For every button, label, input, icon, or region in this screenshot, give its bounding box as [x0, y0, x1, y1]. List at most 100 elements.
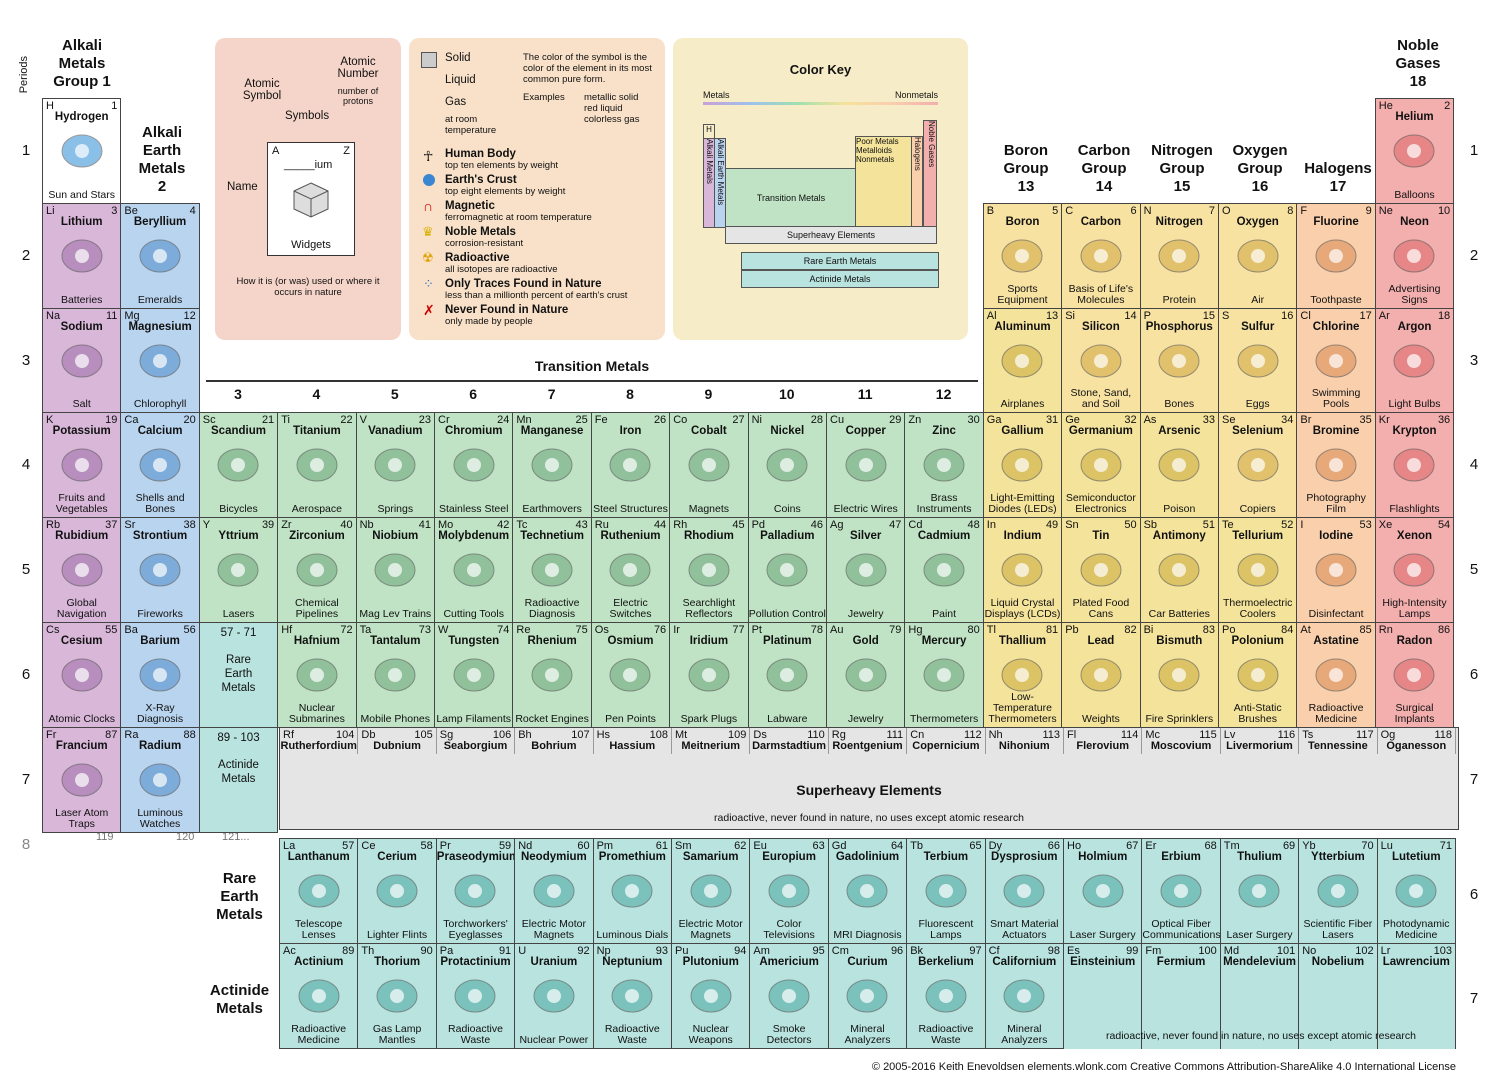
superheavy-cell[interactable]: Db 105 Dubnium [358, 728, 437, 754]
element-cell[interactable]: Sn 50 Tin Plated Food Cans [1061, 517, 1141, 623]
element-cell[interactable]: Rh 45 Rhodium Searchlight Reflectors [669, 517, 749, 623]
element-cell[interactable]: Ta 73 Tantalum Mobile Phones [355, 622, 435, 728]
element-cell[interactable]: Sc 21 Scandium Bicycles [198, 412, 279, 519]
element-cell[interactable]: Co 27 Cobalt Magnets [669, 412, 749, 519]
element-cell[interactable]: Cd 48 Cadmium Paint [904, 517, 984, 623]
element-cell[interactable]: Zn 30 Zinc Brass Instruments [904, 412, 984, 519]
element-cell[interactable]: Cs 55 Cesium Atomic Clocks [42, 622, 122, 728]
element-cell[interactable]: Zr 40 Zirconium Chemical Pipelines [277, 517, 357, 623]
superheavy-cell[interactable]: Mt 109 Meitnerium [672, 728, 751, 754]
element-cell[interactable]: Mg 12 Magnesium Chlorophyll [120, 307, 200, 414]
superheavy-cell[interactable]: Nh 113 Nihonium [986, 728, 1064, 754]
element-cell[interactable]: I 53 Iodine Disinfectant [1296, 517, 1376, 623]
element-cell[interactable]: Ba 56 Barium X-Ray Diagnosis [120, 622, 200, 728]
element-cell[interactable]: Tc 43 Technetium Radioactive Diagnosis [512, 517, 592, 623]
element-cell[interactable]: H 1 Hydrogen Sun and Stars [42, 98, 122, 204]
element-cell[interactable]: C 6 Carbon Basis of Life's Molecules [1061, 202, 1141, 309]
element-cell[interactable]: S 16 Sulfur Eggs [1218, 307, 1298, 414]
element-cell[interactable]: Rn 86 Radon Surgical Implants [1374, 622, 1455, 728]
element-cell[interactable]: Fe 26 Iron Steel Structures [590, 412, 671, 519]
superheavy-cell[interactable]: Hs 108 Hassium [594, 728, 672, 754]
element-cell[interactable]: V 23 Vanadium Springs [355, 412, 435, 519]
element-cell[interactable]: Re 75 Rhenium Rocket Engines [512, 622, 592, 728]
element-cell[interactable]: Pm 61 Promethium Luminous Dials [592, 838, 672, 944]
element-cell[interactable]: Ho 67 Holmium Laser Surgery [1063, 838, 1143, 944]
element-cell[interactable]: Si 14 Silicon Stone, Sand, and Soil [1061, 307, 1141, 414]
element-cell[interactable]: As 33 Arsenic Poison [1139, 412, 1219, 519]
element-cell[interactable]: Bi 83 Bismuth Fire Sprinklers [1139, 622, 1219, 728]
element-cell[interactable]: Lr 103 Lawrencium [1376, 943, 1456, 1049]
element-cell[interactable]: Pu 94 Plutonium Nuclear Weapons [671, 943, 751, 1049]
element-cell[interactable]: Th 90 Thorium Gas Lamp Mantles [357, 943, 437, 1049]
element-cell[interactable]: Nb 41 Niobium Mag Lev Trains [355, 517, 435, 623]
superheavy-cell[interactable]: Cn 112 Copernicium [907, 728, 986, 754]
element-cell[interactable]: Ag 47 Silver Jewelry [826, 517, 906, 623]
element-cell[interactable]: Ga 31 Gallium Light-Emitting Diodes (LEDs) [982, 412, 1063, 519]
element-cell[interactable]: 57 - 71 Rare Earth Metals [198, 622, 279, 728]
superheavy-cell[interactable]: Mc 115 Moscovium [1142, 728, 1221, 754]
element-cell[interactable]: Er 68 Erbium Optical Fiber Communications [1141, 838, 1221, 944]
element-cell[interactable]: Se 34 Selenium Copiers [1218, 412, 1298, 519]
element-cell[interactable]: Ra 88 Radium Luminous Watches [120, 726, 200, 833]
element-cell[interactable]: Xe 54 Xenon High-Intensity Lamps [1374, 517, 1455, 623]
element-cell[interactable]: Fr 87 Francium Laser Atom Traps [42, 726, 122, 833]
element-cell[interactable]: 89 - 103 Actinide Metals [198, 726, 279, 833]
element-cell[interactable]: La 57 Lanthanum Telescope Lenses [279, 838, 359, 944]
element-cell[interactable]: Tm 69 Thulium Laser Surgery [1219, 838, 1300, 944]
superheavy-cell[interactable]: Lv 116 Livermorium [1221, 728, 1300, 754]
element-cell[interactable]: Eu 63 Europium Color Televisions [749, 838, 829, 944]
element-cell[interactable]: Pt 78 Platinum Labware [747, 622, 827, 728]
element-cell[interactable]: Sr 38 Strontium Fireworks [120, 517, 200, 623]
element-cell[interactable]: He 2 Helium Balloons [1374, 98, 1455, 204]
superheavy-cell[interactable]: Ts 117 Tennessine [1299, 728, 1378, 754]
element-cell[interactable]: K 19 Potassium Fruits and Vegetables [42, 412, 122, 519]
element-cell[interactable]: Tl 81 Thallium Low-Temperature Thermometers [982, 622, 1063, 728]
element-cell[interactable]: Rb 37 Rubidium Global Navigation [42, 517, 122, 623]
element-cell[interactable]: Y 39 Yttrium Lasers [198, 517, 279, 623]
element-cell[interactable]: Sm 62 Samarium Electric Motor Magnets [671, 838, 751, 944]
element-cell[interactable]: Gd 64 Gadolinium MRI Diagnosis [827, 838, 908, 944]
element-cell[interactable]: Mo 42 Molybdenum Cutting Tools [434, 517, 514, 623]
element-cell[interactable]: Nd 60 Neodymium Electric Motor Magnets [514, 838, 594, 944]
element-cell[interactable]: P 15 Phosphorus Bones [1139, 307, 1219, 414]
element-cell[interactable]: Fm 100 Fermium [1141, 943, 1221, 1049]
element-cell[interactable]: Os 76 Osmium Pen Points [590, 622, 671, 728]
element-cell[interactable]: Br 35 Bromine Photography Film [1296, 412, 1376, 519]
element-cell[interactable]: Au 79 Gold Jewelry [826, 622, 906, 728]
element-cell[interactable]: Pd 46 Palladium Pollution Control [747, 517, 827, 623]
element-cell[interactable]: Am 95 Americium Smoke Detectors [749, 943, 829, 1049]
element-cell[interactable]: Lu 71 Lutetium Photodynamic Medicine [1376, 838, 1456, 944]
element-cell[interactable]: Np 93 Neptunium Radioactive Waste [592, 943, 672, 1049]
superheavy-cell[interactable]: Ds 110 Darmstadtium [750, 728, 829, 754]
element-cell[interactable]: Pb 82 Lead Weights [1061, 622, 1141, 728]
element-cell[interactable]: Ce 58 Cerium Lighter Flints [357, 838, 437, 944]
element-cell[interactable]: Ca 20 Calcium Shells and Bones [120, 412, 200, 519]
element-cell[interactable]: Be 4 Beryllium Emeralds [120, 202, 200, 309]
element-cell[interactable]: No 102 Nobelium [1298, 943, 1378, 1049]
element-cell[interactable]: Te 52 Tellurium Thermoelectric Coolers [1218, 517, 1298, 623]
element-cell[interactable]: W 74 Tungsten Lamp Filaments [434, 622, 514, 728]
element-cell[interactable]: U 92 Uranium Nuclear Power [514, 943, 594, 1049]
element-cell[interactable]: Dy 66 Dysprosium Smart Material Actuators [984, 838, 1064, 944]
element-cell[interactable]: Na 11 Sodium Salt [42, 307, 122, 414]
superheavy-cell[interactable]: Sg 106 Seaborgium [437, 728, 516, 754]
element-cell[interactable]: Ti 22 Titanium Aerospace [277, 412, 357, 519]
element-cell[interactable]: Mn 25 Manganese Earthmovers [512, 412, 592, 519]
element-cell[interactable]: Tb 65 Terbium Fluorescent Lamps [906, 838, 986, 944]
superheavy-cell[interactable]: Rf 104 Rutherfordium [280, 728, 359, 754]
element-cell[interactable]: Po 84 Polonium Anti-Static Brushes [1218, 622, 1298, 728]
element-cell[interactable]: Ar 18 Argon Light Bulbs [1374, 307, 1455, 414]
element-cell[interactable]: Ac 89 Actinium Radioactive Medicine [279, 943, 359, 1049]
element-cell[interactable]: Hg 80 Mercury Thermometers [904, 622, 984, 728]
element-cell[interactable]: Es 99 Einsteinium [1063, 943, 1143, 1049]
element-cell[interactable]: At 85 Astatine Radioactive Medicine [1296, 622, 1376, 728]
element-cell[interactable]: Cl 17 Chlorine Swimming Pools [1296, 307, 1376, 414]
superheavy-cell[interactable]: Og 118 Oganesson [1378, 728, 1456, 754]
element-cell[interactable]: Cu 29 Copper Electric Wires [826, 412, 906, 519]
element-cell[interactable]: Md 101 Mendelevium [1219, 943, 1300, 1049]
element-cell[interactable]: Kr 36 Krypton Flashlights [1374, 412, 1455, 519]
element-cell[interactable]: Ni 28 Nickel Coins [747, 412, 827, 519]
element-cell[interactable]: Hf 72 Hafnium Nuclear Submarines [277, 622, 357, 728]
element-cell[interactable]: B 5 Boron Sports Equipment [982, 202, 1063, 309]
element-cell[interactable]: Ge 32 Germanium Semiconductor Electronics [1061, 412, 1141, 519]
